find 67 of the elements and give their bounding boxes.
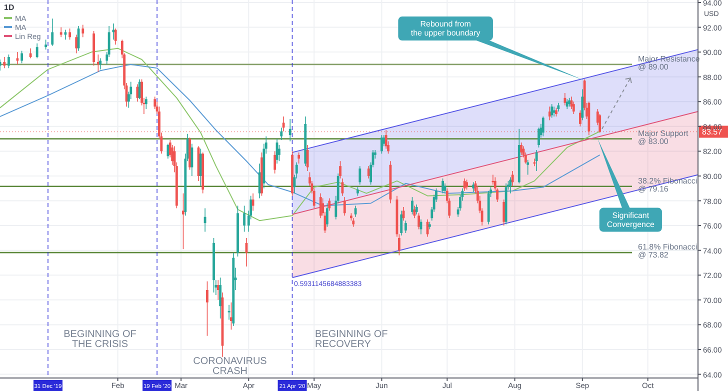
candlestick xyxy=(8,54,10,69)
ref-line-label: 61.8% Fibonacci @ 73.82 xyxy=(638,242,698,260)
candlestick xyxy=(413,205,416,219)
candlestick xyxy=(136,84,139,102)
candlestick xyxy=(144,96,148,110)
candlestick xyxy=(520,142,523,156)
candlestick xyxy=(581,88,584,121)
candlestick xyxy=(326,202,328,228)
candlestick xyxy=(51,18,54,46)
candlestick xyxy=(75,34,78,54)
candlestick xyxy=(328,198,331,212)
candlestick xyxy=(564,92,566,106)
candlestick xyxy=(319,192,322,219)
candlestick xyxy=(282,116,285,132)
candlestick xyxy=(228,304,230,320)
candlestick xyxy=(206,280,208,336)
candlestick xyxy=(418,212,420,230)
annotation: Rebound from the upper boundary xyxy=(410,20,480,38)
candlestick xyxy=(502,199,506,226)
candlestick xyxy=(36,42,38,59)
candlestick xyxy=(82,24,84,38)
candlestick xyxy=(358,166,362,186)
annotation: BEGINNING OF RECOVERY xyxy=(315,329,388,350)
candlestick xyxy=(3,56,6,69)
candlestick xyxy=(538,127,540,148)
candlestick xyxy=(415,204,418,215)
candlestick xyxy=(579,110,582,127)
candlestick xyxy=(298,152,300,164)
candlestick xyxy=(542,116,544,137)
candlestick xyxy=(182,192,184,250)
candlestick xyxy=(99,58,102,70)
candlestick xyxy=(306,144,309,172)
chart-title: 1D xyxy=(4,3,14,12)
candlestick xyxy=(68,28,71,40)
candlestick xyxy=(535,150,538,172)
candlestick xyxy=(280,127,283,140)
annotation: CORONAVIRUS CRASH xyxy=(193,356,268,377)
ref-line-label: Major Support @ 83.00 xyxy=(638,128,690,146)
candlestick xyxy=(384,130,388,150)
candlestick xyxy=(288,118,292,142)
candlestick xyxy=(466,179,468,190)
candlestick xyxy=(274,150,276,174)
candlestick xyxy=(114,28,117,46)
candlestick xyxy=(472,182,475,192)
candlestick xyxy=(380,134,383,154)
candlestick xyxy=(404,220,407,234)
candlestick xyxy=(509,176,512,194)
candlestick xyxy=(442,178,444,194)
candlestick xyxy=(400,210,403,236)
candlestick xyxy=(112,23,115,40)
candlestick xyxy=(243,205,246,232)
candlestick xyxy=(566,98,568,110)
annotation: BEGINNING OF THE CRISIS xyxy=(64,329,136,350)
annotation: Significant Convergence xyxy=(606,210,655,229)
candlestick xyxy=(44,39,48,50)
candlestick xyxy=(411,196,414,215)
candlestick xyxy=(64,29,67,40)
candlestick xyxy=(20,50,24,64)
candlestick xyxy=(550,104,554,118)
candlestick xyxy=(343,196,346,216)
candlestick xyxy=(219,277,222,319)
candlestick xyxy=(463,178,466,192)
candlestick xyxy=(60,26,62,38)
candlestick xyxy=(511,170,514,186)
candlestick xyxy=(526,159,530,176)
line-series xyxy=(0,48,600,222)
candlestick xyxy=(339,160,342,179)
